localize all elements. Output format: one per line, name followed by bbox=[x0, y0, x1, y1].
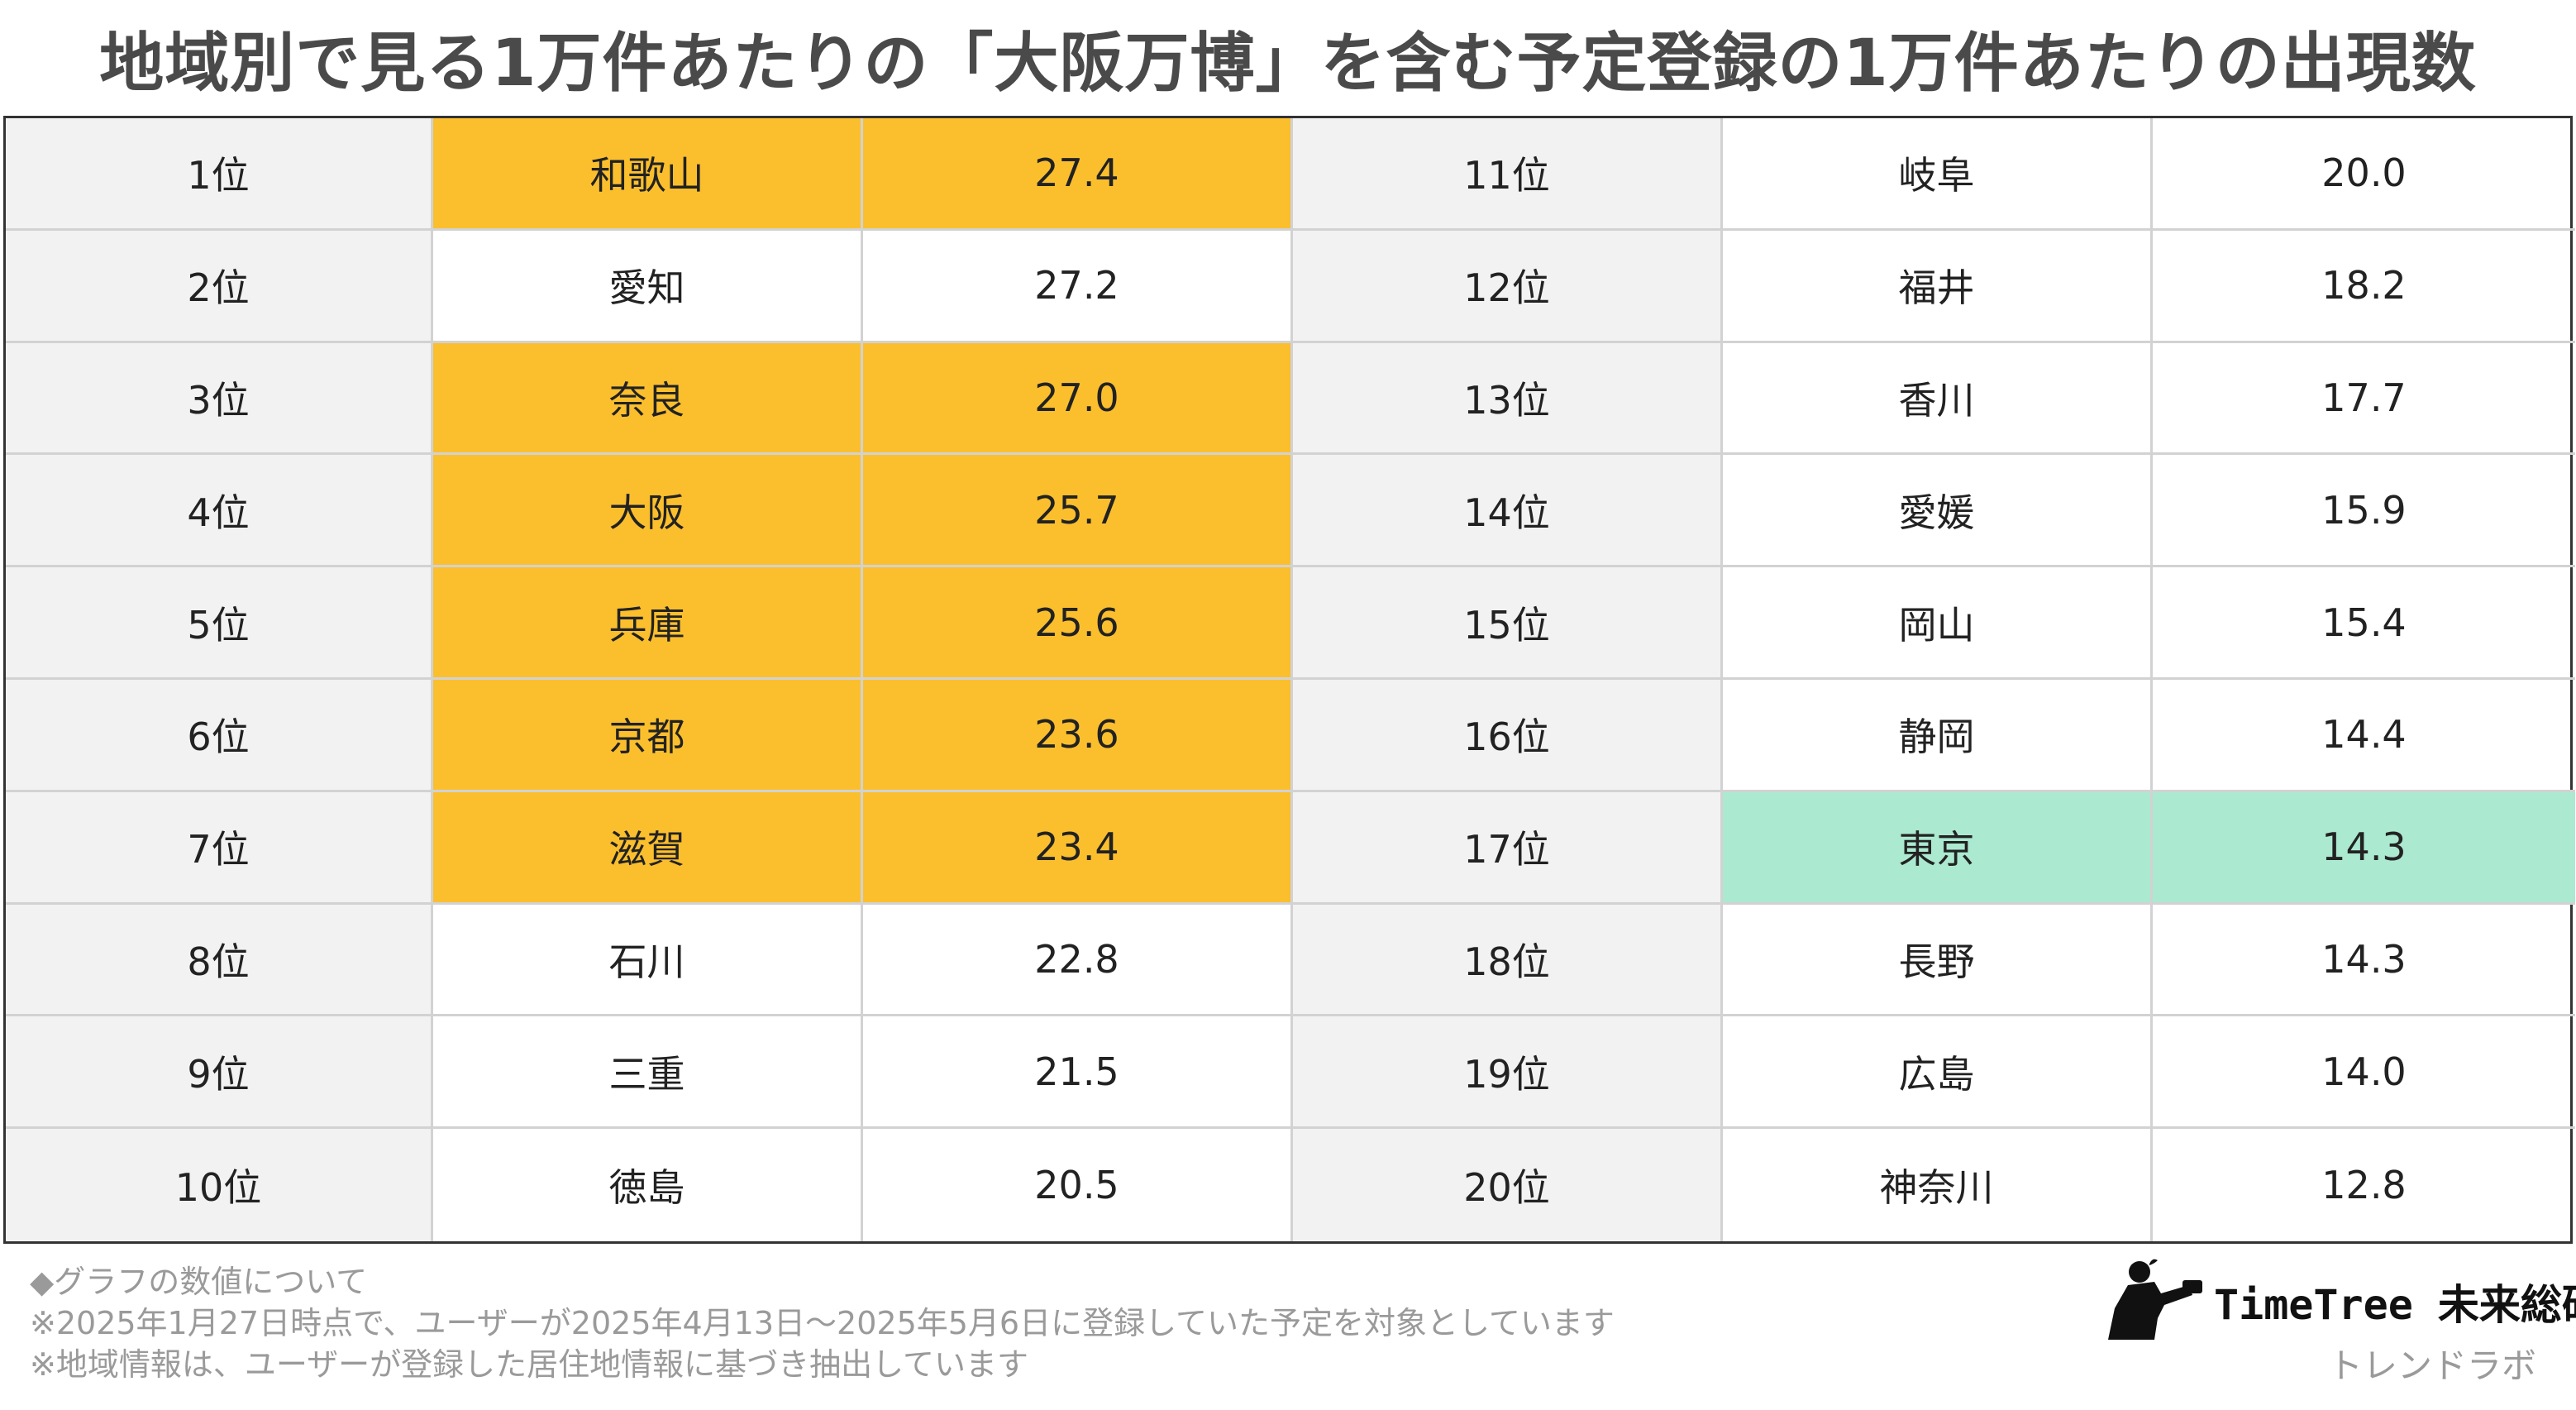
region-cell: 京都 bbox=[433, 680, 863, 792]
rank-cell: 19位 bbox=[1293, 1016, 1723, 1130]
timetree-logo: TimeTree 未来総研 トレンドラボ bbox=[2106, 1257, 2576, 1386]
region-cell: 奈良 bbox=[433, 342, 863, 456]
rank-cell: 5位 bbox=[6, 567, 433, 680]
region-cell: 愛知 bbox=[433, 230, 863, 343]
rank-cell: 6位 bbox=[6, 680, 433, 792]
rank-cell: 20位 bbox=[1293, 1129, 1723, 1241]
region-cell: 大阪 bbox=[433, 455, 863, 568]
value-cell: 20.5 bbox=[863, 1129, 1293, 1241]
region-cell: 和歌山 bbox=[433, 118, 863, 231]
rank-cell: 3位 bbox=[6, 342, 433, 456]
region-cell: 三重 bbox=[433, 1016, 863, 1130]
rank-cell: 8位 bbox=[6, 904, 433, 1017]
rank-cell: 7位 bbox=[6, 791, 433, 905]
value-cell: 23.4 bbox=[863, 791, 1293, 905]
rank-cell: 14位 bbox=[1293, 455, 1723, 568]
rank-cell: 13位 bbox=[1293, 342, 1723, 456]
logo-subtitle: トレンドラボ bbox=[2327, 1345, 2536, 1386]
rank-cell: 17位 bbox=[1293, 791, 1723, 905]
value-cell: 12.8 bbox=[2321, 1163, 2407, 1208]
region-cell: 静岡 bbox=[1723, 680, 2153, 792]
photographer-icon bbox=[2108, 1259, 2202, 1340]
value-cell: 18.2 bbox=[2153, 231, 2575, 343]
chart-title: 地域別で見る1万件あたりの「大阪万博」を含む予定登録の1万件あたりの出現数 bbox=[99, 26, 2477, 101]
footnote-period: ※2025年1月27日時点で、ユーザーが2025年4月13日〜2025年5月6日… bbox=[30, 1305, 1615, 1341]
value-cell: 14.3 bbox=[2153, 791, 2575, 905]
value-cell: 25.7 bbox=[863, 455, 1293, 568]
rank-cell: 1位 bbox=[6, 118, 433, 231]
value-cell: 27.0 bbox=[863, 342, 1293, 456]
rank-cell: 12位 bbox=[1293, 230, 1723, 343]
value-cell: 25.6 bbox=[863, 567, 1293, 680]
logo-text: TimeTree 未来総研 bbox=[2214, 1281, 2576, 1329]
value-cell: 23.6 bbox=[863, 680, 1293, 792]
rank-cell: 18位 bbox=[1293, 904, 1723, 1017]
rank-cell: 9位 bbox=[6, 1016, 433, 1130]
rank-cell: 10位 bbox=[6, 1129, 433, 1241]
rank-cell: 4位 bbox=[6, 455, 433, 568]
value-cell: 15.4 bbox=[2153, 567, 2575, 680]
region-cell: 香川 bbox=[1723, 342, 2153, 456]
region-cell: 長野 bbox=[1723, 904, 2153, 1017]
footnote-region: ※地域情報は、ユーザーが登録した居住地情報に基づき抽出しています bbox=[30, 1346, 1028, 1383]
value-cell: 21.5 bbox=[863, 1016, 1293, 1130]
footnotes: ◆グラフの数値について ※2025年1月27日時点で、ユーザーが2025年4月1… bbox=[30, 1261, 1615, 1385]
value-cell: 14.4 bbox=[2153, 680, 2575, 792]
rank-cell: 11位 bbox=[1293, 118, 1723, 231]
ranking-table: 1位 和歌山 27.4 11位 岐阜 20.0 2位 愛知 27.2 12位 福井 18.2 3位 奈良 2… bbox=[3, 116, 2575, 1244]
region-cell: 岐阜 bbox=[1723, 118, 2153, 231]
value-cell: 14.3 bbox=[2153, 905, 2575, 1017]
value-cell: 15.9 bbox=[2153, 455, 2575, 568]
rank-cell: 2位 bbox=[6, 230, 433, 343]
region-cell: 愛媛 bbox=[1723, 455, 2153, 568]
rank-cell: 16位 bbox=[1293, 680, 1723, 792]
value-cell: 22.8 bbox=[863, 904, 1293, 1017]
region-cell: 福井 bbox=[1723, 230, 2153, 343]
value-cell: 20.0 bbox=[2153, 118, 2575, 231]
region-cell: 滋賀 bbox=[433, 791, 863, 905]
value-cell: 17.7 bbox=[2153, 343, 2575, 456]
rank-cell: 15位 bbox=[1293, 567, 1723, 680]
region-cell: 東京 bbox=[1723, 791, 2153, 905]
value-cell: 27.2 bbox=[863, 230, 1293, 343]
region-cell: 岡山 bbox=[1723, 567, 2153, 680]
value-cell: 14.0 bbox=[2153, 1016, 2575, 1130]
region-cell: 石川 bbox=[433, 904, 863, 1017]
region-cell: 神奈川 bbox=[1723, 1129, 2153, 1241]
region-cell: 広島 bbox=[1723, 1016, 2153, 1130]
region-cell: 兵庫 bbox=[433, 567, 863, 680]
footnote-heading: ◆グラフの数値について bbox=[30, 1264, 368, 1300]
region-cell: 徳島 bbox=[433, 1129, 863, 1241]
value-cell: 27.4 bbox=[863, 118, 1293, 231]
